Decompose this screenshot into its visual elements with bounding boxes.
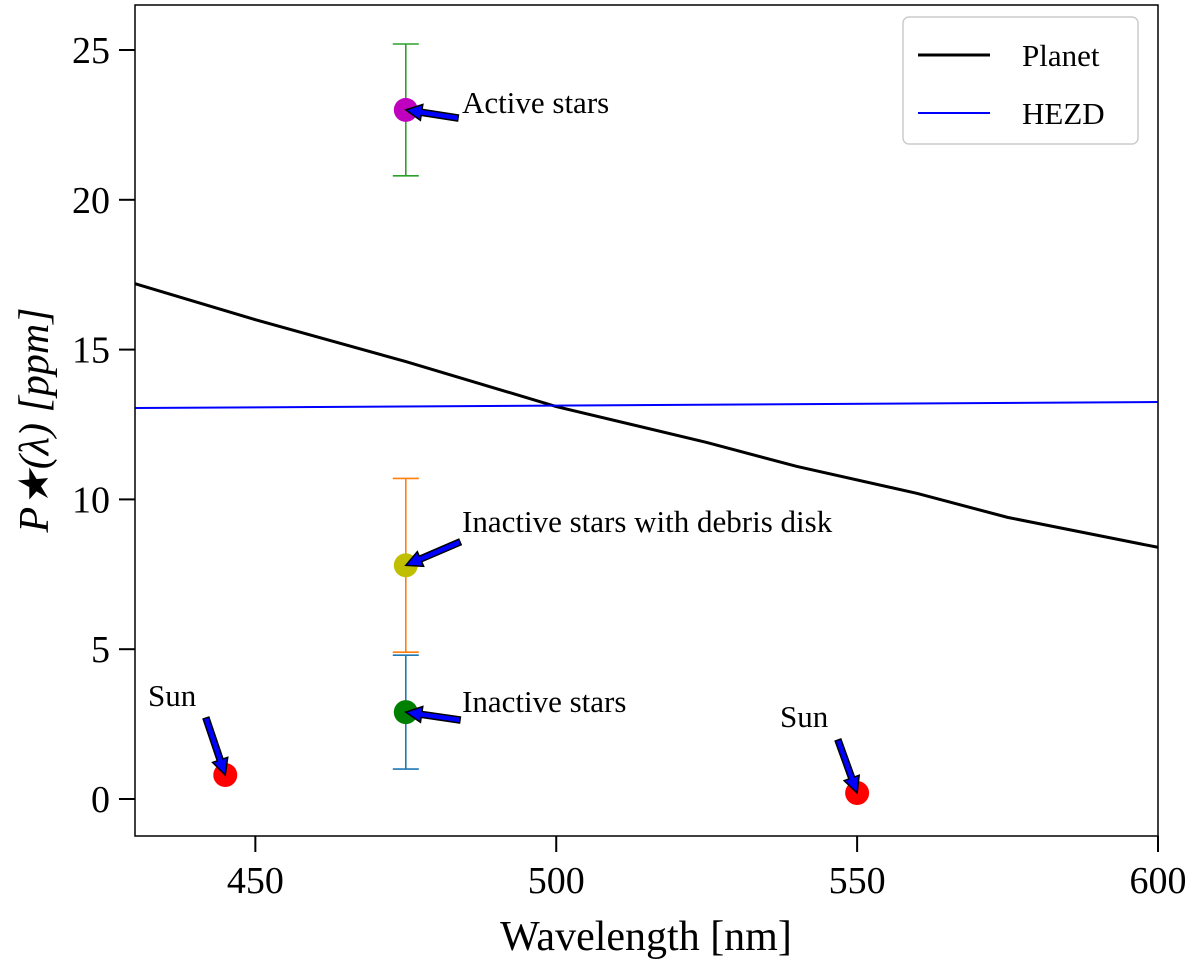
annotation-arrow <box>404 103 460 122</box>
annotation-label: Active stars <box>462 85 609 120</box>
annotation-label: Sun <box>148 678 197 713</box>
y-tick-label: 25 <box>72 30 110 72</box>
y-tick-label: 10 <box>72 479 110 521</box>
annotation-label: Inactive stars with debris disk <box>462 504 833 539</box>
x-tick-label: 500 <box>528 860 585 902</box>
annotation-arrow <box>834 738 861 795</box>
legend-label-hezd: HEZD <box>1022 96 1105 131</box>
x-tick-label: 550 <box>829 860 886 902</box>
legend-label-planet: Planet <box>1022 38 1100 73</box>
x-axis-label: Wavelength [nm] <box>500 914 792 960</box>
series-line-planet <box>135 282 1158 549</box>
y-tick-label: 0 <box>91 779 110 821</box>
annotation-arrow <box>202 716 229 777</box>
legend: Planet HEZD <box>902 16 1139 145</box>
annotation-arrow <box>404 705 462 724</box>
annotation-arrow <box>404 538 463 568</box>
series-line-hezd <box>135 401 1158 410</box>
y-axis-label: P★(λ) [ppm] <box>12 308 58 534</box>
plot-frame <box>134 4 1159 837</box>
y-tick-label: 5 <box>91 629 110 671</box>
x-tick-label: 600 <box>1130 860 1187 902</box>
x-tick-label: 450 <box>227 860 284 902</box>
annotation-label: Inactive stars <box>462 684 626 719</box>
annotation-label: Sun <box>780 699 829 734</box>
y-tick-label: 20 <box>72 180 110 222</box>
y-tick-label: 15 <box>72 330 110 372</box>
